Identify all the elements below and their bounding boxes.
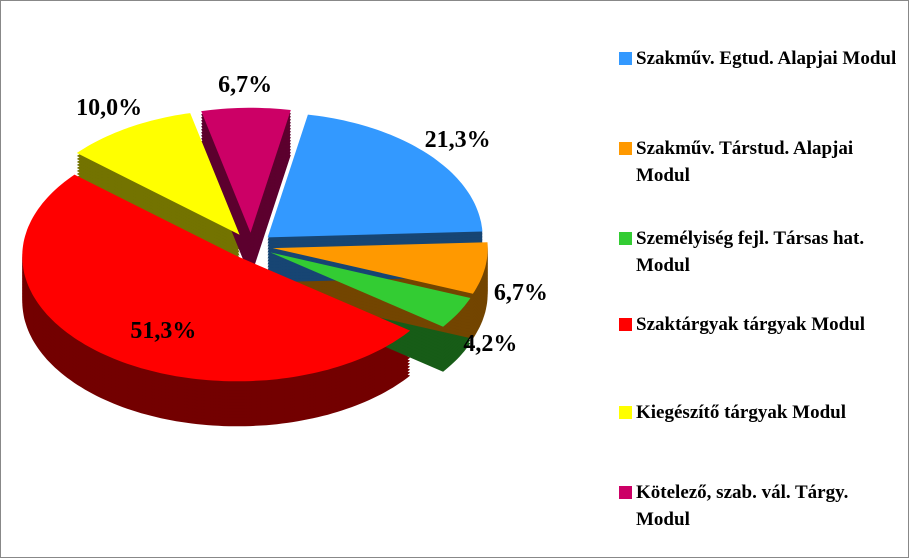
data-label: 4,2%	[463, 331, 517, 357]
legend-label: Szakműv. Társtud. Alapjai Modul	[636, 138, 854, 186]
legend-label: Kiegészítő tárgyak Modul	[636, 402, 847, 423]
legend-swatch	[619, 406, 632, 419]
legend-swatch	[619, 142, 632, 155]
legend-swatch	[619, 52, 632, 65]
legend-label: Személyiség fejl. Társas hat. Modul	[636, 228, 865, 276]
slice	[270, 252, 471, 327]
legend-label: Kötelező, szab. vál. Tárgy. Modul	[636, 482, 849, 530]
slice	[201, 107, 291, 233]
data-label: 21,3%	[425, 127, 491, 153]
legend-item: Kiegészítő tárgyak Modul	[619, 399, 908, 426]
legend-item: Szakműv. Társtud. Alapjai Modul	[619, 135, 908, 189]
data-label: 10,0%	[76, 95, 142, 121]
slice	[267, 114, 483, 238]
legend-item: Szaktárgyak tárgyak Modul	[619, 311, 908, 338]
slice	[22, 174, 411, 382]
legend-label: Szakműv. Egtud. Alapjai Modul	[636, 48, 897, 69]
slice	[76, 113, 240, 235]
legend-label: Szaktárgyak tárgyak Modul	[636, 314, 866, 335]
legend-item: Szakműv. Egtud. Alapjai Modul	[619, 45, 908, 72]
legend-swatch	[619, 486, 632, 499]
legend-swatch	[619, 232, 632, 245]
data-label: 6,7%	[494, 280, 548, 306]
legend-item: Személyiség fejl. Társas hat. Modul	[619, 225, 908, 279]
data-label: 51,3%	[130, 318, 196, 344]
legend-item: Kötelező, szab. vál. Tárgy. Modul	[619, 479, 908, 533]
slice	[272, 242, 488, 294]
legend-swatch	[619, 318, 632, 331]
data-label: 6,7%	[218, 72, 272, 98]
